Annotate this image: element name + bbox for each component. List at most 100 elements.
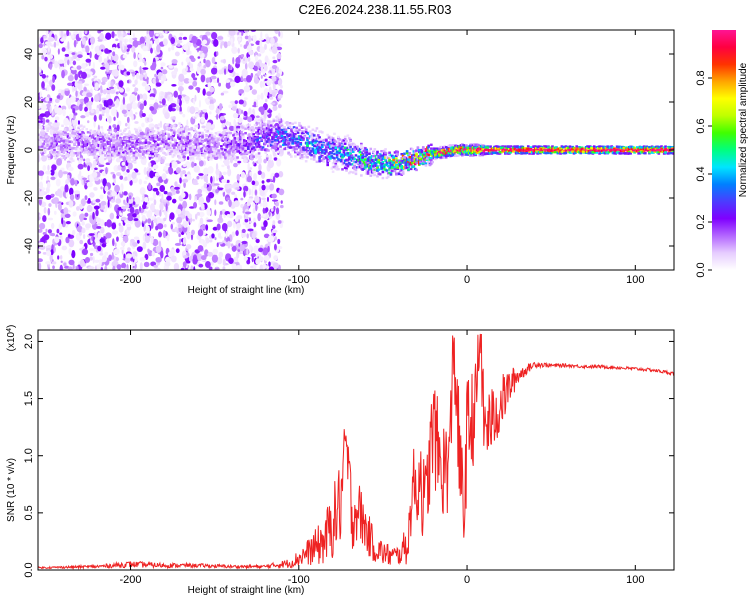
heatmap-cell	[77, 163, 84, 170]
heatmap-cell	[277, 130, 281, 134]
heatmap-cell	[162, 156, 165, 159]
heatmap-cell	[84, 143, 87, 147]
heatmap-cell	[132, 32, 135, 39]
heatmap-cell	[257, 126, 261, 129]
heatmap-cell	[42, 147, 45, 151]
heatmap-cell	[404, 159, 408, 162]
heatmap-cell	[240, 53, 245, 58]
heatmap-cell	[258, 163, 262, 172]
heatmap-cell	[154, 73, 157, 78]
heatmap-cell	[171, 132, 175, 135]
heatmap-cell	[236, 156, 239, 159]
heatmap-cell	[197, 188, 203, 194]
heatmap-cell	[333, 146, 336, 150]
heatmap-cell	[67, 59, 70, 66]
heatmap-cell	[89, 129, 93, 132]
heatmap-cell	[358, 151, 362, 154]
heatmap-cell	[191, 137, 195, 141]
heatmap-cell	[174, 226, 178, 233]
heatmap-cell	[315, 127, 319, 130]
heatmap-cell	[295, 137, 299, 141]
heatmap-cell	[88, 137, 91, 141]
heatmap-cell	[238, 138, 242, 141]
heatmap-cell	[345, 158, 348, 162]
heatmap-cell	[176, 105, 180, 111]
heatmap-cell	[163, 140, 167, 143]
heatmap-cell	[134, 79, 138, 85]
heatmap-cell	[47, 142, 51, 146]
heatmap-cell	[71, 134, 75, 138]
heatmap-cell	[240, 147, 243, 151]
heatmap-cell	[210, 145, 214, 149]
heatmap-cell	[167, 128, 171, 132]
heatmap-cell	[175, 148, 179, 151]
heatmap-cell	[191, 140, 195, 144]
heatmap-cell	[111, 31, 115, 39]
heatmap-cell	[341, 163, 344, 166]
heatmap-cell	[108, 49, 112, 53]
heatmap-cell	[70, 157, 74, 160]
heatmap-cell	[212, 188, 216, 193]
heatmap-cell	[264, 74, 267, 78]
heatmap-cell	[316, 143, 320, 147]
heatmap-cell	[247, 162, 250, 171]
heatmap-cell	[101, 137, 105, 140]
heatmap-cell	[56, 95, 61, 99]
heatmap-cell	[284, 143, 288, 146]
heatmap-cell	[131, 141, 134, 144]
heatmap-cell	[92, 134, 95, 137]
heatmap-cell	[205, 59, 211, 68]
heatmap-cell	[222, 190, 226, 197]
heatmap-cell	[132, 144, 136, 147]
heatmap-cell	[186, 137, 190, 140]
heatmap-cell	[206, 150, 210, 154]
heatmap-cell	[131, 133, 134, 137]
heatmap-cell	[200, 74, 206, 83]
heatmap-cell	[133, 137, 137, 141]
heatmap-cell	[416, 158, 420, 161]
heatmap-cell	[180, 170, 183, 179]
heatmap-cell	[137, 143, 141, 146]
heatmap-cell	[58, 190, 63, 198]
heatmap-cell	[181, 188, 184, 195]
heatmap-cell	[360, 156, 363, 159]
heatmap-cell	[200, 118, 205, 123]
heatmap-cell	[137, 94, 140, 102]
heatmap-cell	[68, 259, 75, 266]
heatmap-cell	[59, 235, 62, 239]
heatmap-cell	[288, 121, 292, 125]
heatmap-cell	[149, 96, 155, 100]
heatmap-cell	[93, 205, 100, 210]
heatmap-cell	[139, 137, 142, 141]
heatmap-cell	[343, 135, 347, 139]
heatmap-cell	[236, 173, 240, 181]
heatmap-cell	[246, 175, 253, 183]
heatmap-cell	[105, 137, 109, 140]
heatmap-cell	[260, 74, 263, 79]
heatmap-cell	[85, 161, 93, 169]
heatmap-cell	[109, 135, 113, 139]
heatmap-cell	[162, 38, 168, 46]
heatmap-cell	[118, 225, 124, 233]
heatmap-cell	[60, 89, 66, 96]
heatmap-cell	[409, 158, 413, 162]
heatmap-cell	[306, 144, 309, 147]
heatmap-cell	[341, 140, 344, 144]
heatmap-cell	[142, 58, 145, 63]
heatmap-cell	[127, 32, 131, 36]
heatmap-cell	[90, 146, 94, 149]
heatmap-cell	[263, 220, 268, 228]
heatmap-cell	[366, 172, 370, 175]
heatmap-cell	[382, 157, 386, 160]
heatmap-cell	[287, 142, 290, 145]
heatmap-cell	[389, 166, 393, 169]
heatmap-cell	[333, 160, 336, 164]
heatmap-cell	[90, 217, 96, 225]
heatmap-cell	[296, 153, 300, 156]
heatmap-cell	[195, 157, 199, 160]
heatmap-cell	[105, 133, 109, 137]
heatmap-cell	[154, 36, 159, 39]
heatmap-cell	[118, 80, 124, 88]
heatmap-cell	[269, 154, 273, 161]
heatmap-cell	[55, 154, 59, 158]
